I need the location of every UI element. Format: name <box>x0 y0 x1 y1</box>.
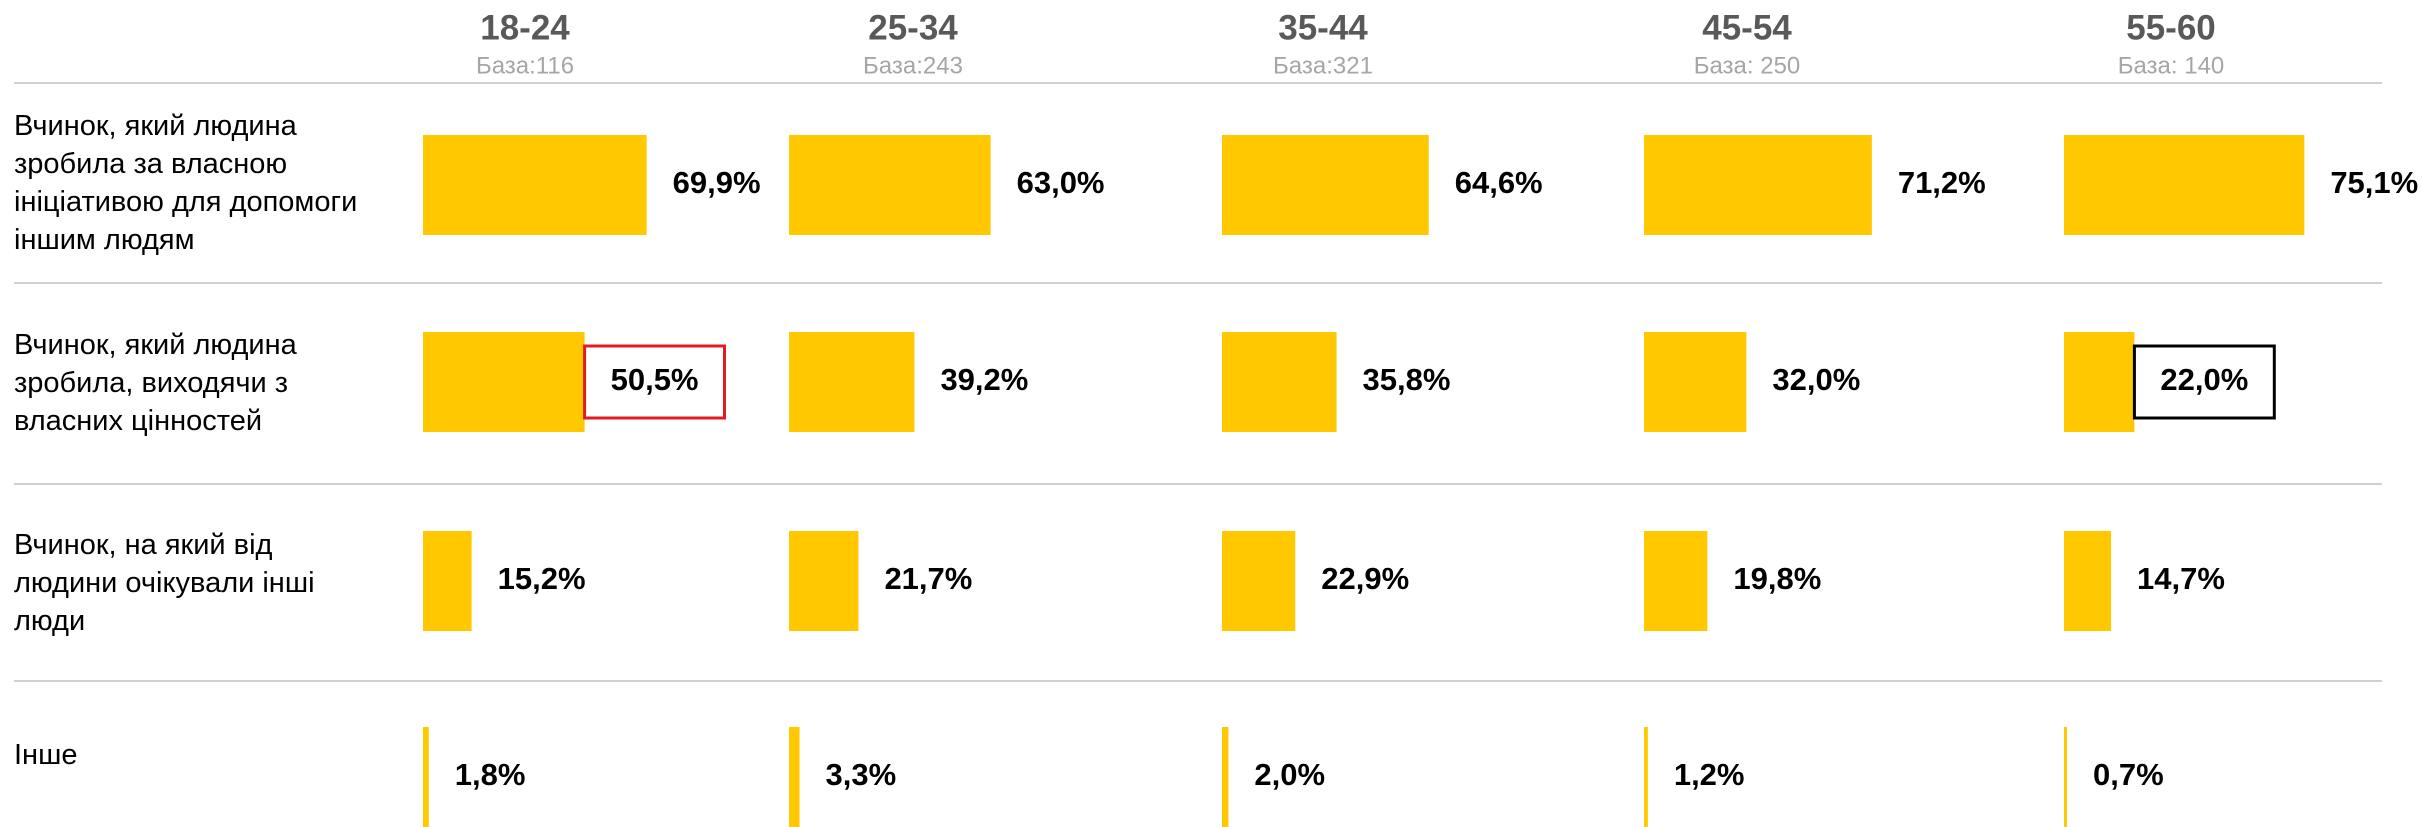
bar <box>1222 332 1337 432</box>
column-base: База:321 <box>1273 52 1373 79</box>
value-label: 1,8% <box>455 757 526 792</box>
column-base: База:243 <box>863 52 963 79</box>
column-header: 18-24 <box>480 8 570 47</box>
row-label: Вчинок, на який від людини очікували інш… <box>14 528 315 637</box>
value-label: 50,5% <box>611 362 699 397</box>
bar <box>789 531 859 631</box>
value-label: 69,9% <box>673 165 761 200</box>
value-label: 21,7% <box>884 561 972 596</box>
value-label: 19,8% <box>1733 561 1821 596</box>
highlight-box <box>2132 344 2276 420</box>
bar <box>1644 332 1747 432</box>
bar <box>789 332 915 432</box>
bar <box>1222 135 1429 235</box>
column-header: 35-44 <box>1278 8 1368 47</box>
value-label: 3,3% <box>826 757 897 792</box>
value-label: 39,2% <box>940 362 1028 397</box>
value-label: 22,0% <box>2160 362 2248 397</box>
bar <box>423 332 585 432</box>
row-label: Інше <box>14 739 78 771</box>
row-label: Вчинок, який людина зробила за власною і… <box>14 110 358 256</box>
column-header: 45-54 <box>1702 8 1792 47</box>
bar <box>1222 727 1229 827</box>
value-label: 0,7% <box>2093 757 2164 792</box>
bar <box>789 727 800 827</box>
column-base: База:116 <box>476 52 574 79</box>
value-label: 71,2% <box>1898 165 1986 200</box>
column-base: База: 140 <box>2118 52 2225 79</box>
column-base: База: 250 <box>1694 52 1801 79</box>
value-label: 63,0% <box>1017 165 1105 200</box>
bar <box>1644 531 1708 631</box>
value-label: 15,2% <box>498 561 586 596</box>
row-label: Вчинок, який людина зробила, виходячи з … <box>14 329 297 437</box>
bar <box>789 135 991 235</box>
column-header: 25-34 <box>868 8 958 47</box>
value-label: 22,9% <box>1321 561 1409 596</box>
value-label: 64,6% <box>1455 165 1543 200</box>
value-label: 35,8% <box>1363 362 1451 397</box>
bar <box>423 135 647 235</box>
value-label: 75,1% <box>2330 165 2418 200</box>
value-label: 2,0% <box>1254 757 1325 792</box>
bar <box>423 727 429 827</box>
bar <box>423 531 472 631</box>
bar <box>1222 531 1296 631</box>
bar <box>2064 727 2067 827</box>
bar <box>2064 531 2112 631</box>
column-header: 55-60 <box>2126 8 2216 47</box>
bar <box>2064 135 2305 235</box>
value-label: 32,0% <box>1772 362 1860 397</box>
bar <box>1644 135 1872 235</box>
highlight-box <box>583 344 727 420</box>
value-label: 14,7% <box>2137 561 2225 596</box>
bar <box>2064 332 2135 432</box>
value-label: 1,2% <box>1674 757 1745 792</box>
bar <box>1644 727 1648 827</box>
